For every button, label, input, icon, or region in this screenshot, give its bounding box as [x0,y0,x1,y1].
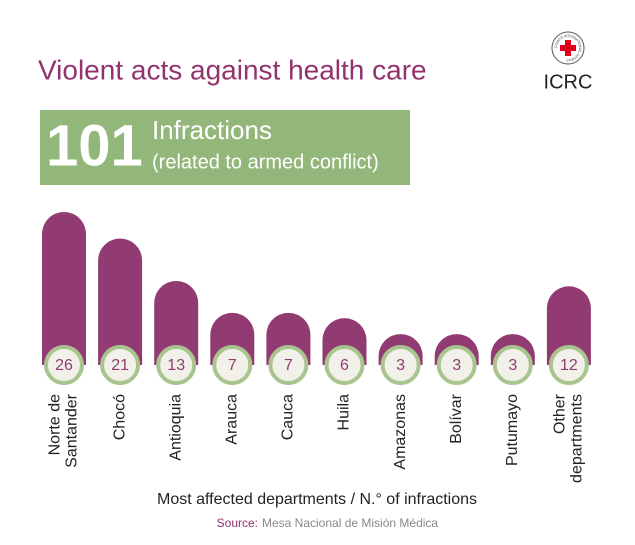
value-label: 3 [508,357,517,374]
value-label: 7 [228,357,237,374]
source-label: Source: [217,516,258,530]
value-label: 13 [167,357,185,374]
x-tick-label: Arauca [224,394,241,445]
total-box [40,110,410,185]
value-circle [156,345,197,385]
chart-title: Violent acts against health care [38,54,427,85]
x-tick-label: Norte de [47,394,64,455]
x-tick-label: Amazonas [392,394,409,470]
total-sublabel: (related to armed conflict) [152,151,379,173]
value-circle [492,345,533,385]
bar [98,238,143,365]
x-tick-label: Bolívar [448,393,465,443]
value-circle [436,345,477,385]
x-tick-label: Antioquia [167,394,184,461]
bar [154,281,199,365]
x-tick-label: Huila [336,394,353,431]
bar [42,212,86,365]
value-circle [268,345,309,385]
value-circle [548,345,589,385]
x-axis-label: Most affected departments / N.° of infra… [157,491,477,508]
value-circle [44,345,84,385]
x-tick-label: Other [552,393,569,434]
logo-text: ICRC [544,71,593,93]
x-tick-label: Chocó [111,394,128,440]
value-label: 3 [396,357,405,374]
logo: COMITÉ INTERNATIONAL GENÈVE ICRC [544,31,593,93]
value-label: 26 [55,357,73,374]
value-circle [100,345,141,385]
x-tick-label: Santander [64,393,81,468]
bar [546,286,591,365]
x-tick-label: Cauca [280,394,297,440]
source: Mesa Nacional de Misión Médica [262,516,438,530]
value-label: 21 [111,357,129,374]
logo-cross [560,40,576,56]
value-label: 7 [284,357,293,374]
value-label: 12 [560,357,578,374]
value-circle [324,345,365,385]
value-label: 6 [340,357,349,374]
total-label: Infractions [152,115,272,145]
total-value: 101 [46,113,143,178]
value-circle [380,345,421,385]
value-circle [212,345,253,385]
x-tick-label: departments [569,394,586,483]
value-label: 3 [452,357,461,374]
x-tick-label: Putumayo [504,394,521,466]
